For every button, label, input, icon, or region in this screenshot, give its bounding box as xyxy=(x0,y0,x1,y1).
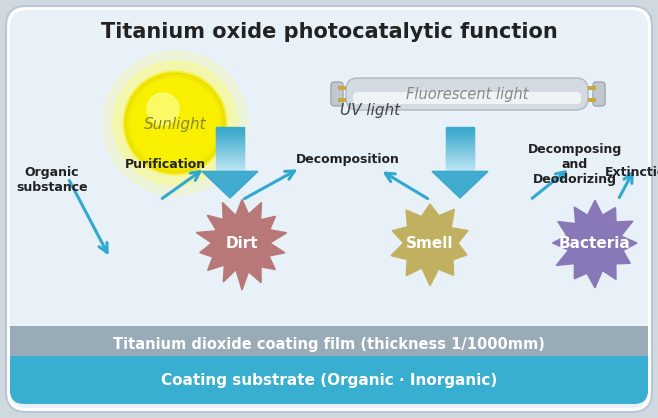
Bar xyxy=(216,149,244,152)
Circle shape xyxy=(113,61,237,185)
Text: Titanium oxide photocatalytic function: Titanium oxide photocatalytic function xyxy=(101,22,557,42)
Bar xyxy=(446,139,474,143)
Bar xyxy=(216,132,244,135)
Bar xyxy=(216,151,244,155)
Bar xyxy=(216,141,244,145)
Bar xyxy=(216,146,244,150)
FancyBboxPatch shape xyxy=(331,82,343,106)
Bar xyxy=(446,134,474,138)
FancyBboxPatch shape xyxy=(588,98,596,102)
Text: Sunlight: Sunlight xyxy=(143,117,207,133)
Text: Purification: Purification xyxy=(124,158,205,171)
Polygon shape xyxy=(391,204,468,286)
Bar xyxy=(216,130,244,133)
Bar xyxy=(216,153,244,157)
Bar xyxy=(446,146,474,150)
FancyBboxPatch shape xyxy=(593,82,605,106)
Circle shape xyxy=(103,51,247,195)
FancyBboxPatch shape xyxy=(10,10,648,408)
FancyBboxPatch shape xyxy=(10,356,648,394)
Bar xyxy=(216,134,244,138)
Polygon shape xyxy=(553,200,637,288)
Text: Extinction: Extinction xyxy=(605,166,658,179)
Bar xyxy=(216,163,244,167)
Circle shape xyxy=(130,78,220,168)
Polygon shape xyxy=(202,171,258,198)
FancyBboxPatch shape xyxy=(353,92,581,104)
Bar xyxy=(216,156,244,159)
Bar xyxy=(446,168,474,171)
Text: Bacteria: Bacteria xyxy=(559,235,631,250)
Text: Dirt: Dirt xyxy=(226,235,259,250)
Polygon shape xyxy=(432,171,488,198)
Bar xyxy=(446,141,474,145)
Text: Titanium dioxide coating film (thickness 1/1000mm): Titanium dioxide coating film (thickness… xyxy=(113,336,545,352)
Bar xyxy=(446,161,474,164)
Text: Decomposing
and
Deodorizing: Decomposing and Deodorizing xyxy=(528,143,622,186)
Bar xyxy=(446,127,474,130)
Bar xyxy=(446,130,474,133)
FancyBboxPatch shape xyxy=(10,326,648,362)
Bar xyxy=(446,156,474,159)
Bar xyxy=(216,166,244,169)
FancyBboxPatch shape xyxy=(338,86,346,90)
Circle shape xyxy=(147,93,179,125)
Bar xyxy=(446,166,474,169)
FancyBboxPatch shape xyxy=(588,86,596,90)
Text: Fluorescent light: Fluorescent light xyxy=(406,87,528,102)
Text: Smell: Smell xyxy=(406,235,454,250)
FancyBboxPatch shape xyxy=(346,78,588,110)
Circle shape xyxy=(127,75,223,171)
Bar xyxy=(216,139,244,143)
Bar xyxy=(216,161,244,164)
Bar xyxy=(216,144,244,147)
Bar xyxy=(446,132,474,135)
Bar xyxy=(216,137,244,140)
Bar xyxy=(446,153,474,157)
Bar xyxy=(216,158,244,162)
Circle shape xyxy=(125,73,225,173)
Bar xyxy=(446,137,474,140)
Text: Organic
substance: Organic substance xyxy=(16,166,88,194)
Bar xyxy=(446,149,474,152)
Text: Coating substrate (Organic · Inorganic): Coating substrate (Organic · Inorganic) xyxy=(161,374,497,388)
FancyBboxPatch shape xyxy=(6,6,652,412)
Text: UV light: UV light xyxy=(340,103,400,118)
Polygon shape xyxy=(196,199,287,290)
Bar xyxy=(446,144,474,147)
FancyBboxPatch shape xyxy=(338,98,346,102)
Bar xyxy=(216,127,244,130)
Bar xyxy=(216,168,244,171)
Bar xyxy=(446,163,474,167)
Bar xyxy=(446,158,474,162)
Circle shape xyxy=(123,71,227,175)
Bar xyxy=(446,151,474,155)
FancyBboxPatch shape xyxy=(10,356,648,404)
Text: Decomposition: Decomposition xyxy=(296,153,400,166)
